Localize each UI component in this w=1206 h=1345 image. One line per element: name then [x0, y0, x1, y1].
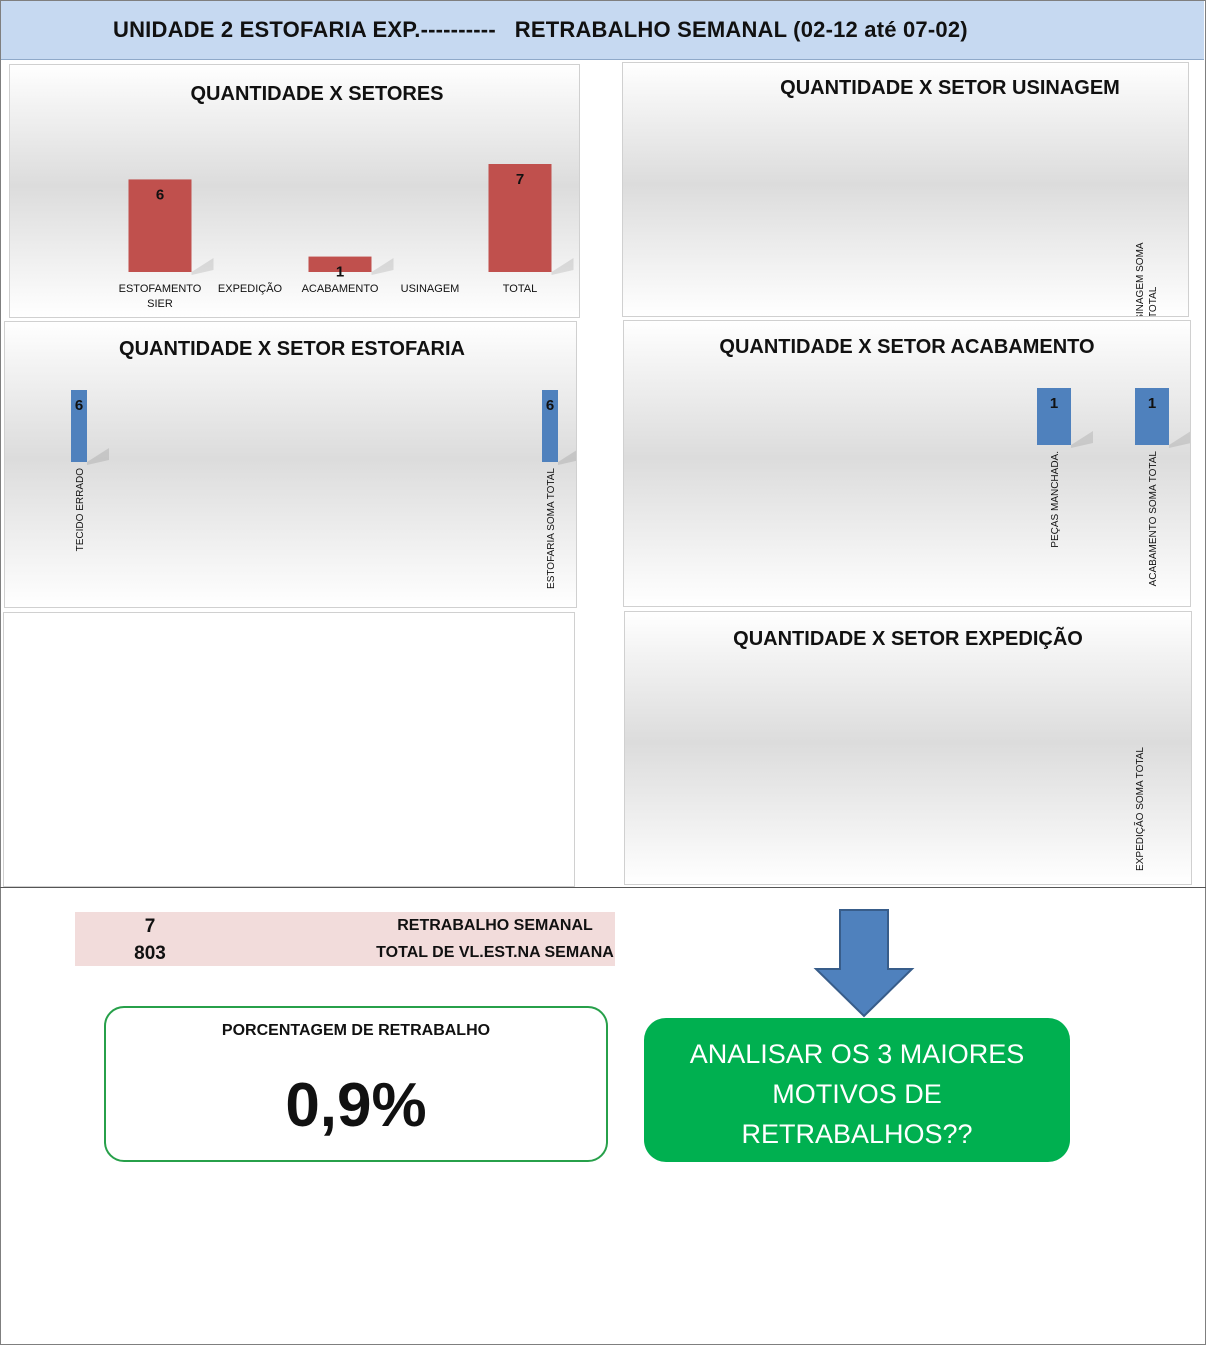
callout-line: RETRABALHOS?? — [741, 1119, 973, 1149]
report-title-left: UNIDADE 2 ESTOFARIA EXP.---------- — [113, 17, 496, 42]
category-label-expedicao-soma-total: EXPEDIÇÃO SOMA TOTAL — [1133, 747, 1146, 871]
category-label-text: ACABAMENTO SOMA TOTAL — [1148, 451, 1159, 587]
data-label-acabamento-soma-total: 1 — [1148, 395, 1156, 412]
chart-title: QUANTIDADE X SETOR ACABAMENTO — [719, 336, 1094, 358]
category-label-pecas-manchada: PEÇAS MANCHADA. — [1050, 451, 1061, 548]
rework-percentage-box: PORCENTAGEM DE RETRABALHO 0,9% — [104, 1006, 608, 1162]
bar-estofaria-soma-total — [542, 390, 558, 462]
category-label-text: ESTOFARIA SOMA TOTAL — [546, 468, 557, 589]
bar-shadow — [1169, 431, 1190, 448]
weekly-rework-count: 7 — [144, 916, 156, 937]
category-label-text: TOTAL — [1148, 286, 1159, 316]
chart-svg: QUANTIDADE X SETORES 6 ESTOFAMENTO SIER EXPE… — [119, 83, 574, 310]
chart-svg: QUANTIDADE X SETOR USINAGEM USINAGEM SOMA… — [780, 77, 1159, 316]
data-label-total: 7 — [516, 171, 524, 188]
analysis-callout-text: ANALISAR OS 3 MAIORES MOTIVOS DE RETRABA… — [644, 1034, 1070, 1154]
report-header: UNIDADE 2 ESTOFARIA EXP.---------- RETRA… — [1, 1, 1204, 60]
category-label-text: TECIDO ERRADO — [75, 468, 86, 552]
bar-acabamento-soma-total — [1135, 388, 1169, 445]
section-divider — [0, 887, 1206, 888]
category-label-acabamento-soma-total: ACABAMENTO SOMA TOTAL — [1148, 451, 1159, 587]
arrow-down-icon — [813, 909, 915, 1018]
category-label-text: EXPEDIÇÃO SOMA TOTAL — [1133, 747, 1146, 871]
chart-setor-acabamento: QUANTIDADE X SETOR ACABAMENTO 1 PEÇAS MANC… — [623, 320, 1191, 607]
chart-quantidade-setores: QUANTIDADE X SETORES 6 ESTOFAMENTO SIER EXPE… — [9, 64, 580, 318]
bar-acabamento — [308, 256, 372, 272]
category-label-tecido-errado: TECIDO ERRADO — [75, 468, 86, 552]
category-label-estofamento-sier: SIER — [147, 298, 173, 310]
data-label-tecido-errado: 6 — [75, 397, 83, 414]
bar-shadow — [371, 258, 394, 275]
data-label-pecas-manchada: 1 — [1050, 395, 1058, 412]
bar-shadow — [191, 258, 214, 275]
bar-shadow — [87, 448, 109, 465]
callout-line: MOTIVOS DE — [772, 1079, 942, 1109]
chart-title: QUANTIDADE X SETOR ESTOFARIA — [119, 338, 465, 360]
data-label-estofamento-sier: 6 — [156, 186, 164, 203]
chart-title: QUANTIDADE X SETOR EXPEDIÇÃO — [733, 627, 1083, 650]
chart-svg: QUANTIDADE X SETOR ESTOFARIA 6 TECIDO ERRA… — [71, 338, 576, 589]
chart-svg: QUANTIDADE X SETOR EXPEDIÇÃO EXPEDIÇÃO SO… — [733, 627, 1146, 871]
bar-total — [488, 164, 552, 272]
bar-shadow — [558, 450, 576, 465]
rework-percentage-value: 0,9% — [285, 1071, 427, 1140]
chart-svg: QUANTIDADE X SETOR ACABAMENTO 1 PEÇAS MANC… — [719, 336, 1190, 587]
category-label-usinagem-soma-total: USINAGEM SOMA TOTAL — [1135, 242, 1159, 316]
data-label-acabamento: 1 — [336, 264, 344, 281]
weekly-total-label: TOTAL DE VL.EST.NA SEMANA — [376, 944, 614, 961]
chart-title: QUANTIDADE X SETORES — [191, 83, 444, 105]
report-title: UNIDADE 2 ESTOFARIA EXP.---------- RETRA… — [113, 17, 968, 43]
bar-pecas-manchada — [1037, 388, 1071, 445]
callout-line: ANALISAR OS 3 MAIORES — [689, 1039, 1025, 1069]
chart-title: QUANTIDADE X SETOR USINAGEM — [780, 77, 1120, 99]
bar-shadow — [551, 258, 574, 275]
report-title-right: RETRABALHO SEMANAL (02-12 até 07-02) — [514, 17, 968, 42]
summary-table: 7 RETRABALHO SEMANAL 803 TOTAL DE VL.EST… — [75, 912, 615, 966]
chart-setor-usinagem: QUANTIDADE X SETOR USINAGEM USINAGEM SOMA… — [622, 62, 1189, 317]
category-label-text: USINAGEM SOMA — [1135, 242, 1146, 316]
category-label-expedicao: EXPEDIÇÃO — [218, 282, 283, 295]
weekly-rework-label: RETRABALHO SEMANAL — [397, 917, 593, 934]
analysis-callout: ANALISAR OS 3 MAIORES MOTIVOS DE RETRABA… — [644, 1018, 1070, 1162]
category-label-acabamento: ACABAMENTO — [302, 283, 379, 295]
chart-setor-estofaria: QUANTIDADE X SETOR ESTOFARIA 6 TECIDO ERRA… — [4, 321, 577, 608]
chart-setor-expedicao: QUANTIDADE X SETOR EXPEDIÇÃO EXPEDIÇÃO SO… — [624, 611, 1192, 885]
bar-tecido-errado — [71, 390, 87, 462]
rework-percentage-label: PORCENTAGEM DE RETRABALHO — [221, 1022, 491, 1039]
category-label-estofamento-sier: ESTOFAMENTO — [119, 283, 202, 295]
bar-estofamento-sier — [128, 179, 192, 272]
category-label-text: PEÇAS MANCHADA. — [1050, 451, 1061, 548]
category-label-estofaria-soma-total: ESTOFARIA SOMA TOTAL — [546, 468, 557, 589]
data-label-estofaria-soma-total: 6 — [546, 397, 554, 414]
empty-chart-area — [3, 612, 575, 887]
category-label-usinagem: USINAGEM — [401, 283, 460, 295]
category-label-total: TOTAL — [503, 283, 537, 295]
weekly-total-count: 803 — [134, 943, 166, 964]
bar-shadow — [1071, 431, 1093, 448]
